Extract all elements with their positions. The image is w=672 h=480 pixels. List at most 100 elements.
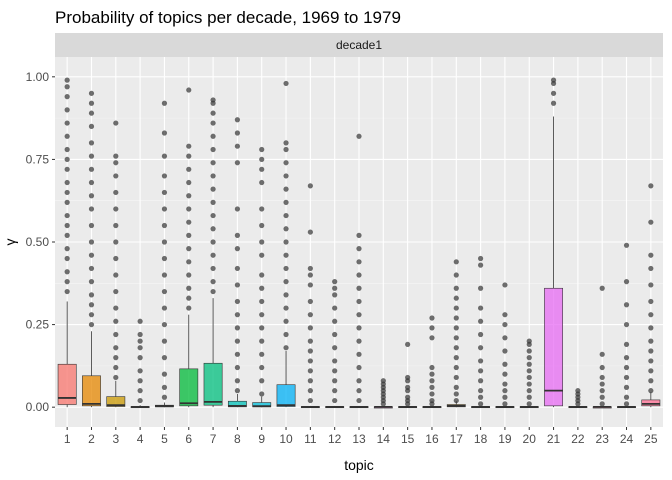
outlier-point (186, 143, 192, 149)
outlier-point (210, 212, 216, 219)
outlier-point (259, 285, 265, 291)
outlier-point (502, 381, 508, 387)
outlier-point (283, 186, 289, 192)
outlier-point (332, 388, 338, 394)
y-axis-title: γ (2, 239, 18, 246)
x-tick-label: 15 (401, 432, 415, 446)
outlier-point (113, 255, 119, 262)
box-topic-16 (422, 315, 442, 409)
outlier-point (64, 232, 70, 238)
outlier-point (356, 259, 362, 265)
outlier-point (356, 325, 362, 331)
y-tick-label: 1.00 (26, 70, 50, 84)
outlier-point (283, 331, 289, 338)
outlier-point (405, 341, 411, 348)
outlier-point (283, 173, 289, 179)
outlier-point (88, 321, 95, 328)
outlier-point (259, 239, 265, 245)
outlier-point (210, 146, 216, 153)
outlier-point (356, 272, 362, 278)
outlier-point (210, 173, 216, 179)
outlier-point (64, 179, 70, 186)
x-tick-label: 20 (523, 432, 537, 446)
outlier-point (88, 312, 95, 318)
outlier-point (186, 166, 192, 172)
outlier-point (623, 279, 630, 285)
outlier-point (307, 388, 313, 394)
outlier-point (307, 378, 313, 384)
outlier-point (113, 318, 119, 324)
outlier-point (453, 345, 459, 351)
outlier-point (161, 272, 168, 278)
outlier-point (550, 90, 557, 96)
outlier-point (234, 388, 240, 394)
outlier-point (64, 84, 70, 90)
outlier-point (64, 288, 70, 295)
outlier-point (161, 305, 168, 311)
outlier-point (307, 312, 313, 318)
x-tick-label: 23 (596, 432, 610, 446)
outlier-point (283, 146, 289, 153)
outlier-point (161, 189, 168, 196)
outlier-point (259, 179, 265, 186)
outlier-point (88, 292, 95, 298)
outlier-point (453, 391, 459, 397)
outlier-point (234, 160, 240, 166)
outlier-point (623, 401, 630, 407)
outlier-point (332, 305, 338, 311)
box-iqr (82, 375, 101, 407)
outlier-point (283, 80, 289, 87)
outlier-point (307, 348, 313, 354)
box-topic-12 (325, 279, 345, 409)
outlier-point (88, 179, 95, 186)
outlier-point (234, 282, 240, 288)
outlier-point (88, 252, 95, 258)
outlier-point (186, 285, 192, 291)
outlier-point (453, 272, 459, 278)
outlier-point (599, 394, 605, 400)
outlier-point (259, 166, 265, 172)
x-tick-label: 25 (644, 432, 658, 446)
outlier-point (332, 378, 338, 384)
outlier-point (429, 397, 435, 404)
outlier-point (478, 401, 484, 407)
outlier-point (429, 364, 435, 371)
outlier-point (88, 100, 95, 106)
outlier-point (453, 364, 459, 371)
outlier-point (210, 239, 216, 245)
outlier-point (161, 206, 168, 212)
x-tick-label: 16 (425, 432, 439, 446)
outlier-point (453, 335, 459, 341)
outlier-point (113, 120, 119, 126)
outlier-point (453, 397, 459, 404)
box-iqr (544, 287, 563, 407)
outlier-point (64, 166, 70, 172)
box-topic-15 (398, 341, 418, 409)
outlier-point (283, 318, 289, 324)
outlier-point (380, 378, 386, 384)
outlier-point (137, 368, 143, 374)
outlier-point (88, 110, 95, 116)
outlier-point (599, 351, 605, 357)
outlier-point (648, 338, 654, 344)
outlier-point (429, 391, 435, 397)
box-topic-9 (252, 146, 272, 408)
outlier-point (186, 246, 192, 252)
x-tick-label: 21 (547, 432, 561, 446)
outlier-point (526, 374, 532, 381)
outlier-point (648, 388, 654, 394)
outlier-point (161, 100, 168, 106)
outlier-point (64, 246, 70, 252)
outlier-point (113, 160, 119, 166)
outlier-point (356, 133, 362, 139)
chart-title: Probability of topics per decade, 1969 t… (55, 8, 401, 27)
outlier-point (307, 325, 313, 331)
outlier-point (259, 391, 265, 397)
box-topic-18 (471, 255, 491, 409)
outlier-point (64, 120, 70, 126)
x-tick-label: 3 (112, 432, 119, 446)
outlier-point (356, 246, 362, 252)
outlier-point (332, 397, 338, 404)
outlier-point (113, 374, 119, 381)
outlier-point (575, 388, 581, 394)
